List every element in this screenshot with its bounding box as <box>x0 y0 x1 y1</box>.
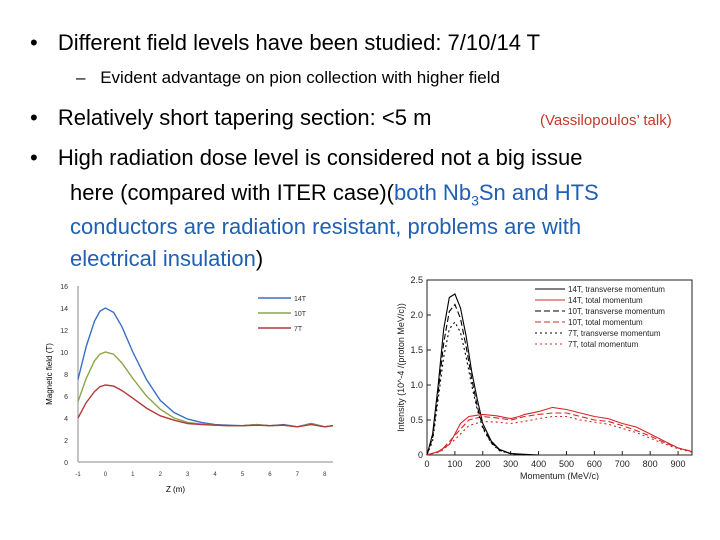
momentum-chart: 0 0.5 1.0 1.5 2.0 2.5 0 100 200 300 400 500 600 700 80… <box>396 275 693 480</box>
x-tick-label: 900 <box>671 459 686 469</box>
x-tick-label: 100 <box>447 459 462 469</box>
y-tick-label: 6 <box>64 394 68 401</box>
series-line <box>426 406 693 456</box>
x-axis-label: Momentum (MeV/c) <box>520 471 599 480</box>
series-line <box>426 303 525 456</box>
bullet-3: • High radiation dose level is considere… <box>30 143 582 173</box>
x-tick-label: 6 <box>268 472 272 478</box>
legend-label: 7T, total momentum <box>568 340 639 349</box>
bullet-3-line2-text: here (compared with ITER case)( <box>70 180 394 205</box>
legend-label: 10T, total momentum <box>568 318 643 327</box>
subscript-3: 3 <box>471 192 479 209</box>
x-tick-label: 7 <box>296 472 300 478</box>
x-tick-label: 4 <box>213 472 217 478</box>
y-tick-label: 2 <box>64 438 68 445</box>
x-tick-label: 1 <box>131 472 135 478</box>
x-tick-label: -1 <box>75 472 81 478</box>
sn-hts-text: Sn and HTS <box>478 180 599 205</box>
x-tick-label: 8 <box>323 472 327 478</box>
x-tick-label: 600 <box>587 459 602 469</box>
y-tick-label: 4 <box>64 416 68 423</box>
legend-label: 7T, transverse momentum <box>568 329 661 338</box>
series-line <box>426 321 525 456</box>
y-tick-label: 0.5 <box>410 415 423 425</box>
legend-label: 14T <box>294 296 307 303</box>
bullet-dot: • <box>30 30 38 55</box>
bullet-1-text: Different field levels have been studied… <box>57 30 541 55</box>
x-tick-label: 200 <box>475 459 490 469</box>
bullet-2-text: Relatively short tapering section: <5 m <box>57 105 432 130</box>
legend-label: 7T <box>294 326 303 333</box>
x-tick-label: 0 <box>424 459 429 469</box>
bullet-3-line1: High radiation dose level is considered … <box>57 145 583 170</box>
series-line <box>426 415 693 456</box>
legend-label: 14T, transverse momentum <box>568 285 665 294</box>
bullet-3-line3: conductors are radiation resistant, prob… <box>70 214 582 239</box>
series-line <box>426 293 539 456</box>
legend-label: 10T, transverse momentum <box>568 307 665 316</box>
y-tick-label: 10 <box>60 350 68 357</box>
legend-label: 14T, total momentum <box>568 296 643 305</box>
legend-label: 10T <box>294 311 307 318</box>
y-tick-label: 14 <box>60 306 68 313</box>
x-tick-label: 5 <box>241 472 245 478</box>
plot-frame <box>426 279 693 456</box>
y-tick-label: 16 <box>60 284 68 291</box>
sub-bullet-1-text: Evident advantage on pion collection wit… <box>100 68 500 87</box>
sub-bullet-1: – Evident advantage on pion collection w… <box>76 67 500 89</box>
bullet-3-line2: here (compared with ITER case)(both Nb3S… <box>70 178 599 215</box>
bullet-1: • Different field levels have been studi… <box>30 28 540 58</box>
insulation-text: electrical insulation <box>70 246 256 271</box>
y-tick-label: 1.5 <box>410 345 423 355</box>
x-tick-label: 400 <box>531 459 546 469</box>
bullet-2: • Relatively short tapering section: <5 … <box>30 103 431 133</box>
talk-reference: (Vassilopoulos’ talk) <box>540 112 672 129</box>
close-paren: ) <box>255 246 264 271</box>
x-tick-label: 300 <box>503 459 518 469</box>
x-tick-label: 800 <box>643 459 658 469</box>
y-tick-label: 1.0 <box>410 380 423 390</box>
nb-text: both Nb <box>394 180 472 205</box>
series-line <box>426 412 693 456</box>
y-tick-label: 8 <box>64 372 68 379</box>
series-line-7T <box>77 384 334 428</box>
bullet-3-line4: electrical insulation) <box>70 244 263 274</box>
bullet-dot: • <box>30 105 38 130</box>
x-tick-label: 0 <box>104 472 108 478</box>
y-tick-label: 2.0 <box>410 310 423 320</box>
x-tick-label: 500 <box>559 459 574 469</box>
y-axis-label: Intensity (10^-4 /(proton MeV/c)) <box>396 303 406 432</box>
y-tick-label: 0 <box>418 450 423 460</box>
y-tick-label: 2.5 <box>410 275 423 285</box>
x-axis-label: Z (m) <box>166 485 185 494</box>
x-tick-label: 2 <box>159 472 163 478</box>
y-tick-label: 12 <box>60 328 68 335</box>
series-line-10T <box>77 351 334 428</box>
bullet-dot: • <box>30 145 38 170</box>
x-tick-label: 3 <box>186 472 190 478</box>
dash: – <box>76 68 86 87</box>
y-axis-label: Magnetic field (T) <box>45 343 54 405</box>
y-tick-label: 0 <box>64 460 68 467</box>
x-tick-label: 700 <box>615 459 630 469</box>
